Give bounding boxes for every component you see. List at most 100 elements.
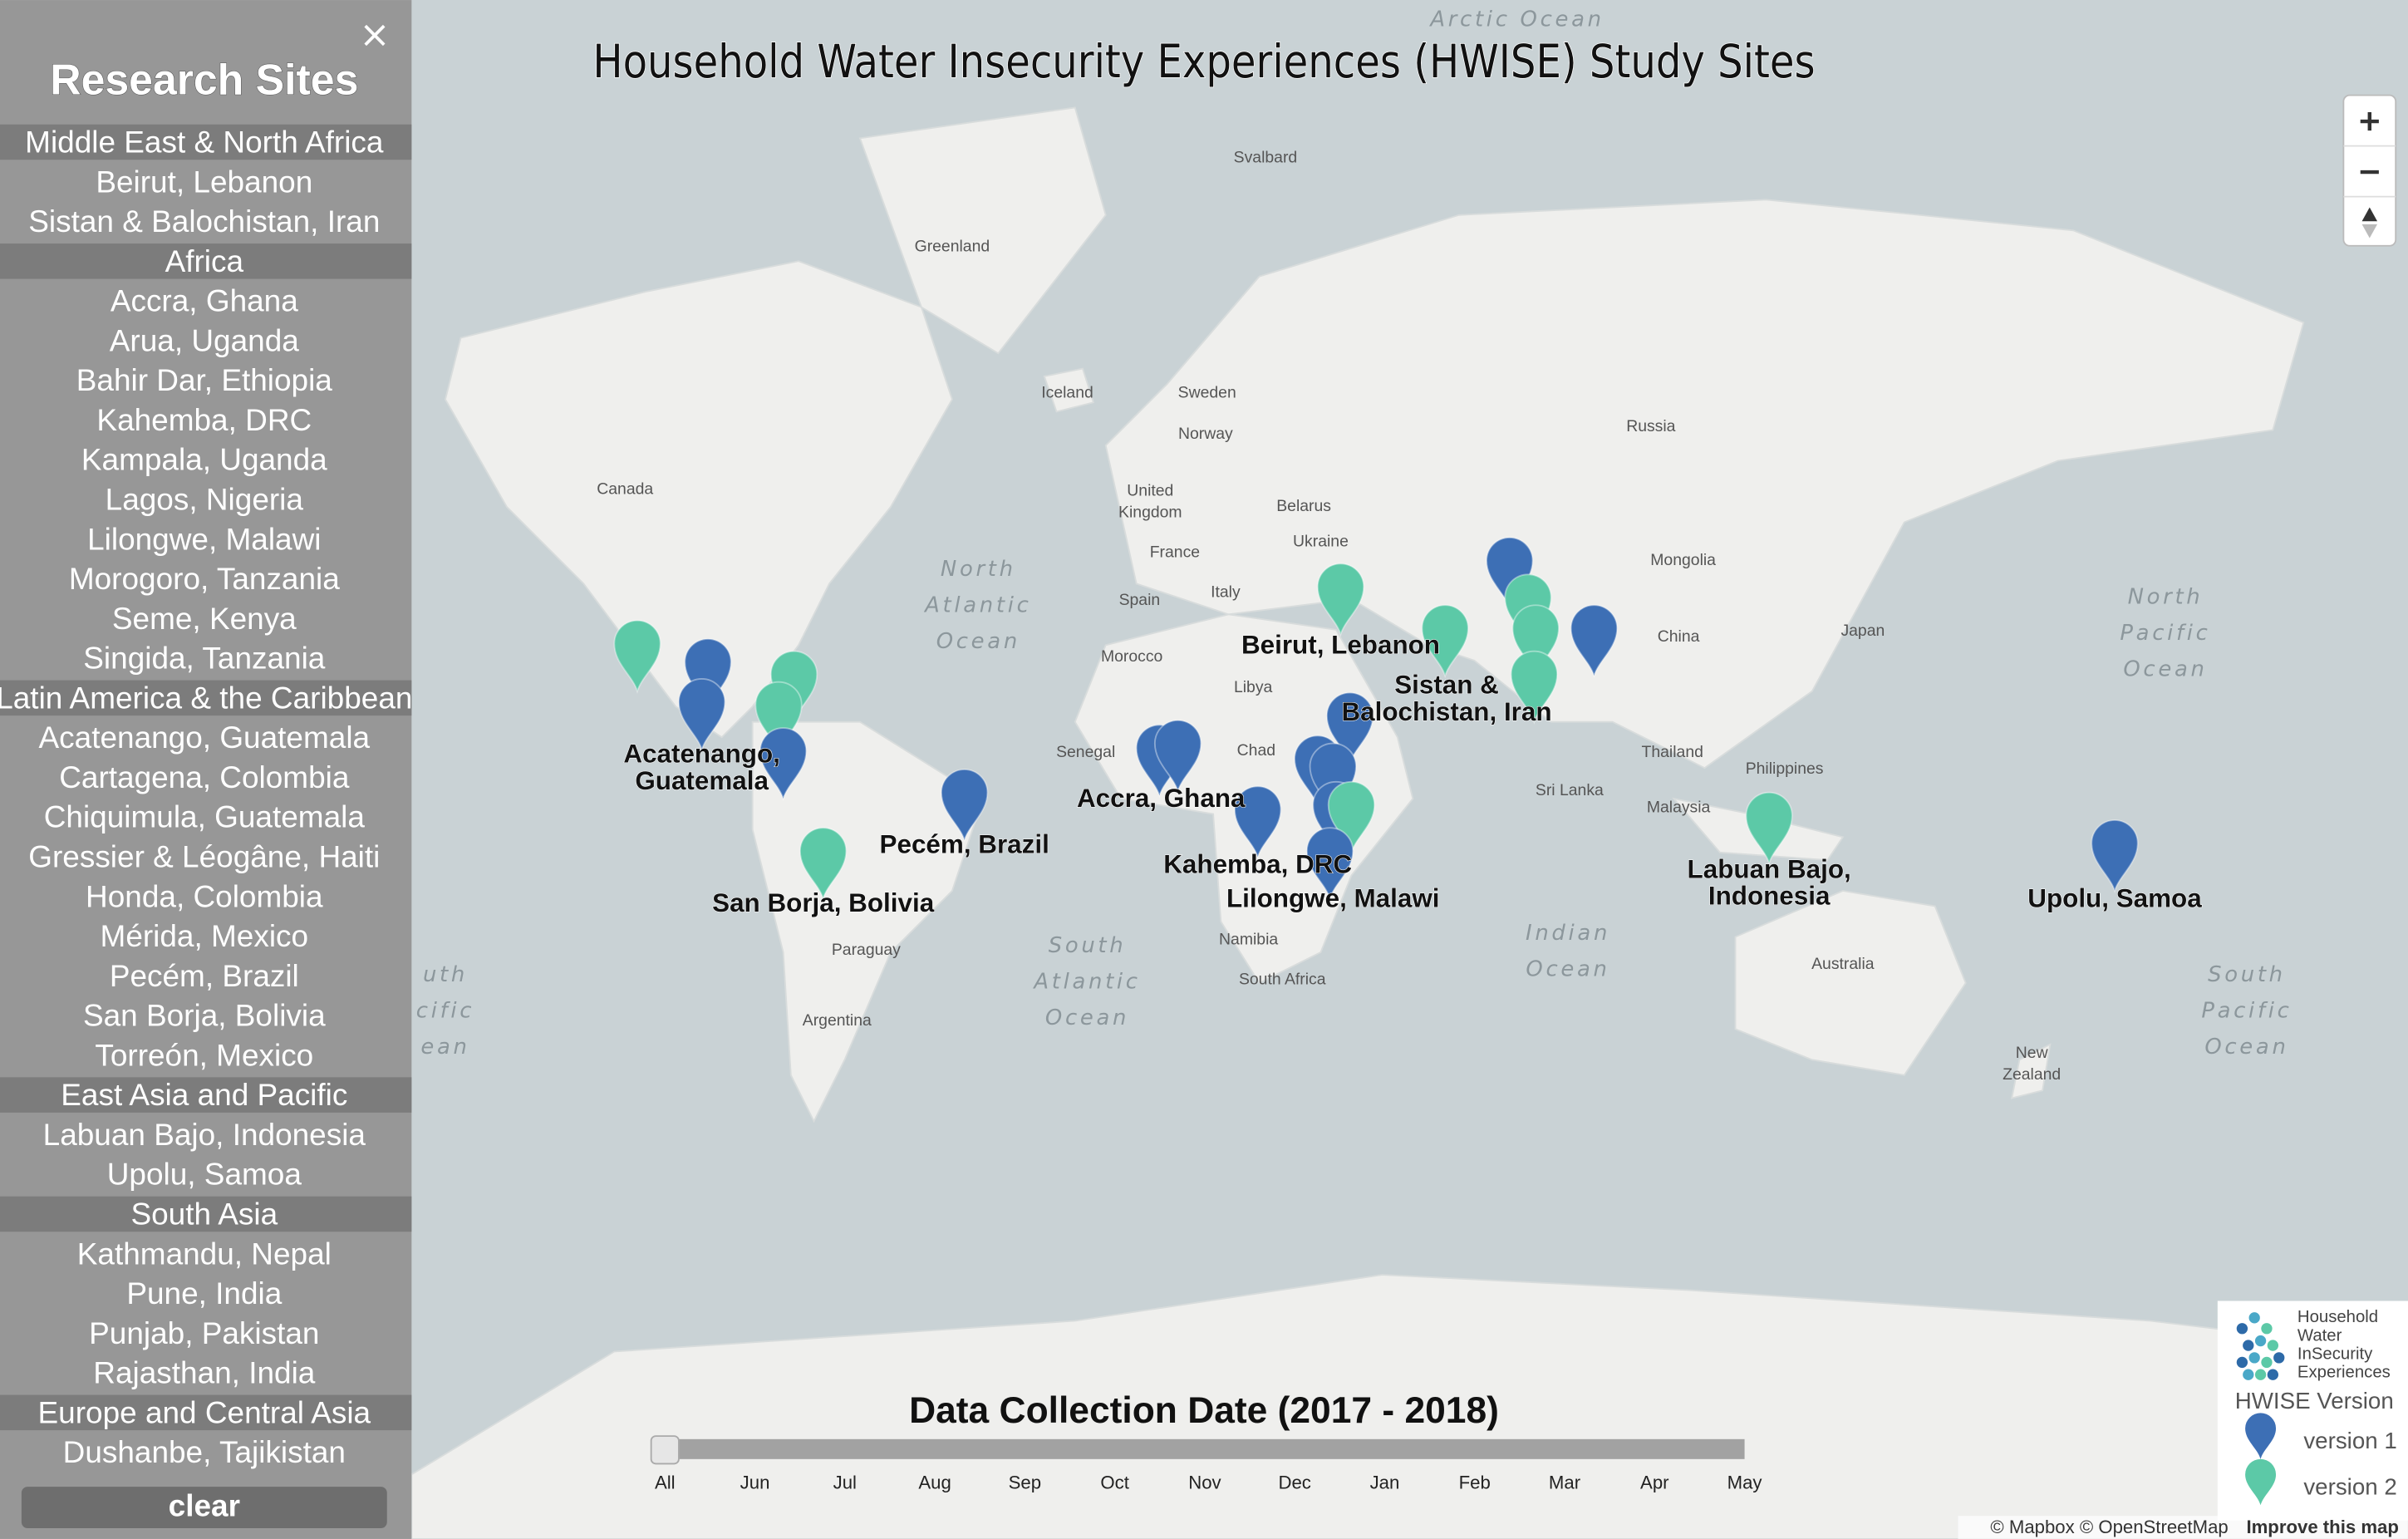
site-link[interactable]: Seme, Kenya [112, 602, 297, 636]
place-label: Namibia [1219, 930, 1278, 948]
site-marker[interactable] [1511, 604, 1560, 679]
ocean-label: Pacific [2201, 999, 2292, 1024]
site-link[interactable]: Labuan Bajo, Indonesia [43, 1118, 366, 1152]
site-link[interactable]: Acatenango, Guatemala [39, 720, 371, 755]
site-link[interactable]: Sistan & Balochistan, Iran [28, 204, 380, 238]
place-label: Libya [1234, 678, 1273, 696]
place-label: Paraguay [832, 941, 901, 959]
site-link[interactable]: Kampala, Uganda [81, 443, 327, 477]
slider-thumb[interactable] [650, 1435, 680, 1465]
slider-tick[interactable]: May [1727, 1472, 1763, 1492]
site-link[interactable]: San Borja, Bolivia [83, 999, 326, 1033]
site-marker[interactable] [1570, 604, 1619, 679]
slider-tick[interactable]: Mar [1549, 1472, 1581, 1492]
site-marker[interactable] [677, 678, 726, 753]
site-marker[interactable] [799, 827, 848, 902]
group-header[interactable]: East Asia and Pacific [61, 1078, 347, 1112]
slider-tick[interactable]: Aug [918, 1472, 951, 1492]
clear-button-bg[interactable] [21, 1487, 387, 1529]
ocean-label: Atlantic [923, 593, 1031, 618]
site-marker[interactable] [613, 619, 661, 694]
place-label: Ukraine [1293, 533, 1349, 551]
site-marker[interactable] [754, 681, 803, 755]
place-label: Spain [1119, 591, 1161, 609]
site-marker[interactable] [1316, 563, 1365, 637]
site-link[interactable]: Kathmandu, Nepal [77, 1237, 332, 1271]
sidebar-title: Research Sites [50, 56, 358, 104]
site-marker[interactable] [759, 727, 808, 802]
slider-tick[interactable]: All [655, 1472, 676, 1492]
slider-title: Data Collection Date (2017 - 2018) [909, 1390, 1499, 1431]
group-header[interactable]: Middle East & North Africa [25, 125, 384, 160]
site-marker[interactable] [1510, 650, 1559, 725]
slider-tick[interactable]: Jan [1370, 1472, 1400, 1492]
site-link[interactable]: Torreón, Mexico [95, 1038, 313, 1072]
site-label: Guatemala [635, 766, 769, 795]
site-link[interactable]: Beirut, Lebanon [96, 165, 312, 199]
group-header[interactable]: Latin America & the Caribbean [0, 681, 412, 715]
slider-tick[interactable]: Apr [1640, 1472, 1669, 1492]
group-header[interactable]: Europe and Central Asia [38, 1395, 371, 1429]
map-labels: Arctic Ocean Svalbard Greenland Iceland Swed… [416, 7, 2292, 1084]
logo-drop [2254, 1335, 2267, 1347]
slider-tick[interactable]: Jul [833, 1472, 857, 1492]
site-link[interactable]: Gressier & Léogâne, Haiti [28, 840, 380, 874]
zoom-in[interactable] [2360, 111, 2379, 131]
site-link[interactable]: Arua, Uganda [110, 323, 299, 357]
ocean-label: South [2208, 962, 2286, 987]
site-marker[interactable] [2091, 819, 2139, 894]
site-label: Kahemba, DRC [1163, 850, 1352, 879]
place-label: Belarus [1276, 497, 1331, 515]
site-marker[interactable] [684, 637, 732, 713]
place-label: Svalbard [1234, 149, 1298, 167]
site-link[interactable]: Honda, Colombia [86, 879, 323, 913]
place-label: Sweden [1178, 383, 1236, 401]
group-header[interactable]: Africa [165, 244, 244, 278]
site-link[interactable]: Cartagena, Colombia [59, 760, 350, 794]
close-button[interactable]: × [359, 13, 390, 56]
site-link[interactable]: Bahir Dar, Ethiopia [76, 363, 333, 397]
slider-track[interactable] [663, 1438, 1745, 1459]
group-header[interactable]: South Asia [130, 1197, 278, 1232]
site-link[interactable]: Singida, Tanzania [83, 642, 326, 676]
site-link[interactable]: Lilongwe, Malawi [87, 522, 321, 556]
site-link[interactable]: Rajasthan, India [93, 1356, 316, 1390]
group-header-bg [0, 1196, 412, 1232]
place-label: Morocco [1101, 647, 1162, 666]
site-link[interactable]: Lagos, Nigeria [106, 483, 304, 517]
improve-link[interactable]: Improve this map [2246, 1517, 2398, 1537]
place-label: Philippines [1746, 760, 1824, 778]
place-label: New [2016, 1044, 2049, 1062]
logo-text: Experiences [2297, 1364, 2391, 1382]
place-label: Malaysia [1647, 798, 1711, 816]
site-link[interactable]: Pecém, Brazil [110, 959, 299, 993]
slider-tick[interactable]: Sep [1009, 1472, 1041, 1492]
site-label: Upolu, Samoa [2027, 883, 2202, 912]
clear-button[interactable]: clear [169, 1489, 240, 1523]
site-link[interactable]: Kahemba, DRC [96, 403, 312, 437]
site-link[interactable]: Mérida, Mexico [101, 919, 309, 953]
place-label: United [1127, 482, 1173, 500]
site-link[interactable]: Pune, India [126, 1276, 282, 1310]
site-marker[interactable] [1745, 791, 1793, 866]
slider-tick[interactable]: Oct [1100, 1472, 1128, 1492]
site-marker[interactable] [1327, 780, 1376, 856]
site-marker[interactable] [1305, 827, 1354, 902]
site-link[interactable]: Accra, Ghana [111, 284, 298, 318]
site-link[interactable]: Punjab, Pakistan [89, 1316, 319, 1350]
site-link[interactable]: Chiquimula, Guatemala [44, 800, 366, 834]
site-link[interactable]: Dushanbe, Tajikistan [63, 1435, 346, 1469]
slider-tick[interactable]: Nov [1188, 1472, 1221, 1492]
time-slider: Data Collection Date (2017 - 2018) All Ju… [650, 1390, 1763, 1492]
compass[interactable] [2361, 207, 2378, 222]
site-marker[interactable] [941, 769, 989, 843]
slider-tick[interactable]: Dec [1278, 1472, 1310, 1492]
site-marker[interactable] [1325, 691, 1374, 766]
site-link[interactable]: Morogoro, Tanzania [69, 562, 340, 596]
site-marker[interactable] [1234, 785, 1282, 860]
site-marker[interactable] [1421, 604, 1469, 679]
slider-tick[interactable]: Jun [740, 1472, 770, 1492]
site-marker[interactable] [1153, 719, 1202, 794]
site-link[interactable]: Upolu, Samoa [107, 1158, 302, 1192]
slider-tick[interactable]: Feb [1459, 1472, 1491, 1492]
